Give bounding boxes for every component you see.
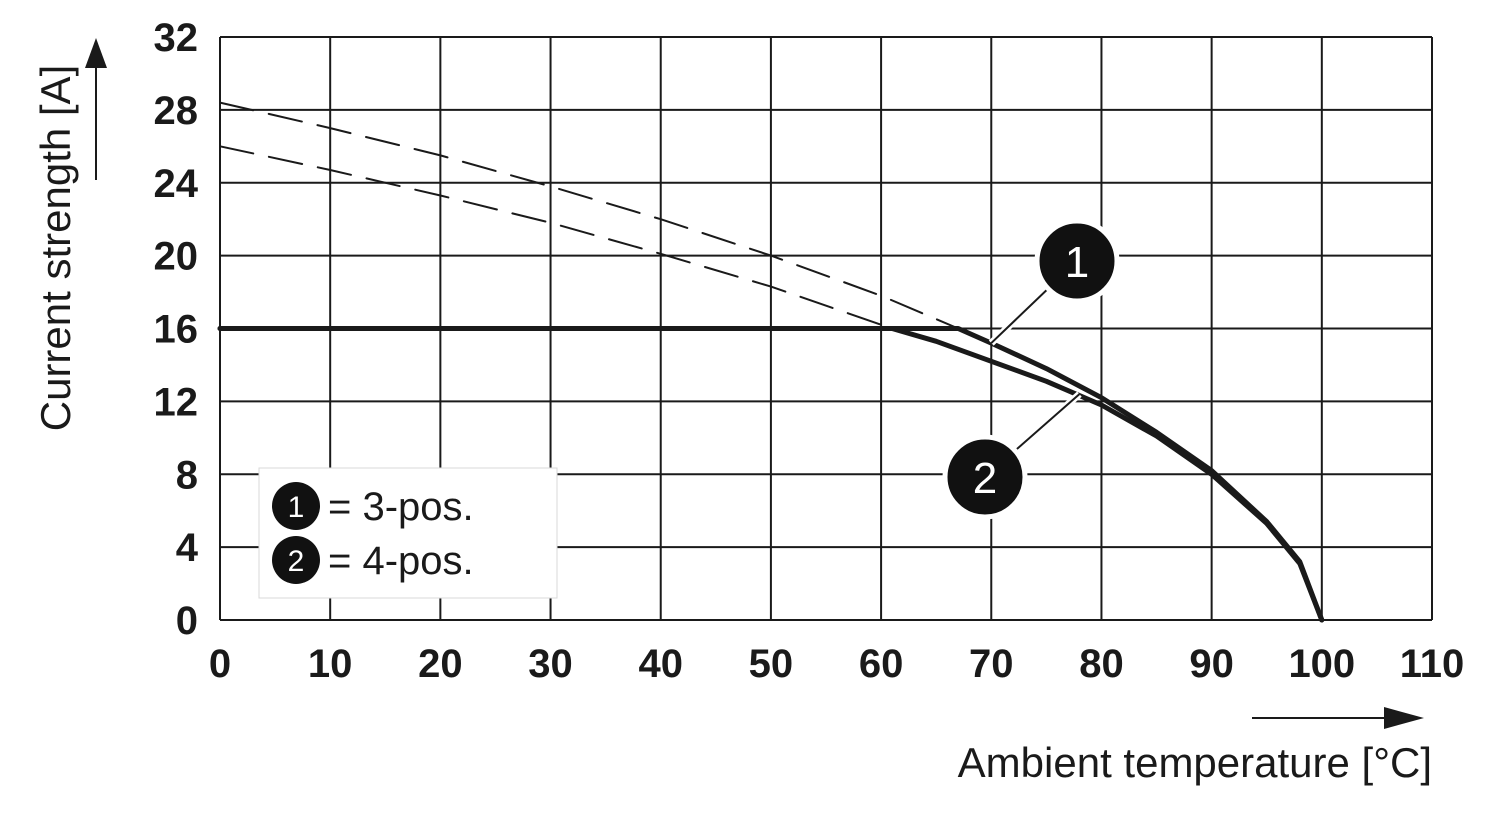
y-tick-label: 8: [176, 453, 198, 497]
legend-item: 1 = 3-pos.: [272, 482, 474, 530]
x-tick-label: 20: [418, 642, 463, 686]
legend-label: = 4-pos.: [328, 539, 474, 583]
legend-marker-label: 2: [288, 545, 305, 578]
y-tick-label: 24: [154, 162, 199, 206]
x-tick-label: 30: [528, 642, 573, 686]
x-axis-ticks: 0 10 20 30 40 50 60 70 80 90 100 110: [209, 642, 1464, 686]
curve-callouts: 12: [942, 218, 1120, 520]
x-tick-label: 70: [969, 642, 1014, 686]
x-tick-label: 100: [1288, 642, 1355, 686]
x-tick-label: 10: [308, 642, 353, 686]
y-tick-label: 32: [154, 16, 199, 60]
y-tick-label: 28: [154, 89, 199, 133]
x-axis-title: Ambient temperature [°C]: [958, 739, 1432, 786]
x-tick-label: 60: [859, 642, 904, 686]
x-tick-label: 80: [1079, 642, 1124, 686]
callout-marker: [942, 434, 1028, 520]
y-axis-title: Current strength [A]: [32, 65, 79, 432]
y-tick-label: 12: [154, 380, 199, 424]
callout-2: 2: [942, 391, 1082, 520]
x-tick-label: 90: [1189, 642, 1234, 686]
x-tick-label: 110: [1400, 642, 1465, 686]
callout-marker: [1034, 218, 1120, 304]
x-tick-label: 50: [749, 642, 794, 686]
legend-label: = 3-pos.: [328, 485, 474, 529]
y-tick-label: 16: [154, 308, 199, 352]
dashed-curve-2: [219, 145, 894, 330]
y-tick-label: 20: [154, 235, 199, 279]
x-tick-label: 0: [209, 642, 231, 686]
y-axis-arrow: [85, 38, 107, 180]
y-axis-ticks: 0 4 8 12 16 20 24 28 32: [154, 16, 199, 643]
legend-marker: [272, 536, 320, 584]
callout-1: 1: [988, 218, 1120, 346]
callout-marker-label: 1: [1065, 238, 1089, 287]
legend-marker: [272, 482, 320, 530]
callout-marker-label: 2: [973, 454, 997, 503]
legend-item: 2 = 4-pos.: [272, 536, 474, 584]
dashed-curve-1: [219, 101, 960, 330]
x-tick-label: 40: [638, 642, 683, 686]
legend: 1 = 3-pos. 2 = 4-pos.: [258, 467, 558, 599]
derating-curve-2: [217, 326, 1325, 623]
legend-marker-label: 1: [288, 491, 305, 524]
curves: [217, 101, 1325, 623]
y-tick-label: 0: [176, 599, 198, 643]
x-axis-arrow: [1252, 707, 1424, 729]
y-tick-label: 4: [176, 526, 199, 570]
